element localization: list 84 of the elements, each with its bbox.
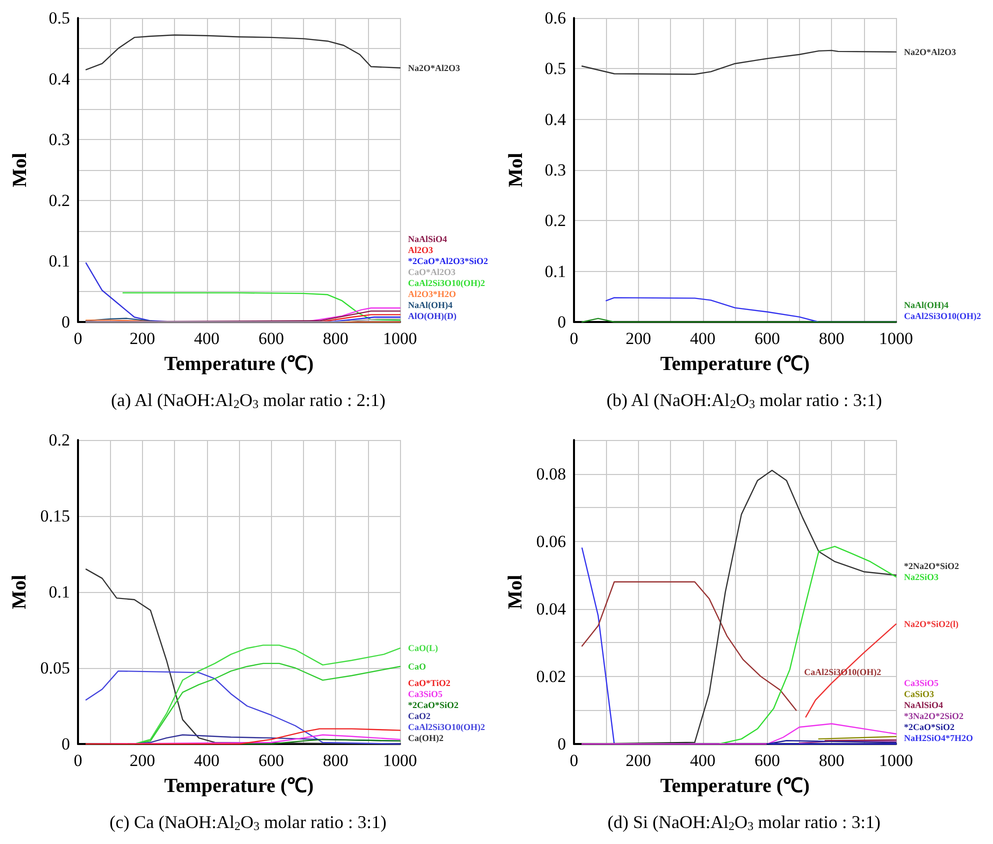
series-label: Na2O*Al2O3 [408,62,460,73]
x-tick-label: 1000 [383,751,417,770]
y-tick-label: 0.04 [536,599,566,618]
series-label: AlO(OH)(D) [408,311,456,321]
x-tick-label: 200 [626,751,652,770]
x-tick-label: 0 [570,329,578,348]
y-tick-label: 0 [62,312,70,332]
series-label: NaAl(OH)4 [904,300,949,310]
y-tick-label: 0.3 [544,160,566,180]
x-tick-label: 800 [322,329,348,348]
y-tick-label: 0.1 [48,252,70,271]
x-tick-label: 400 [690,751,716,770]
y-axis-title: Mol [504,574,526,610]
y-tick-label: 0 [558,312,566,332]
x-tick-label: 600 [754,329,780,348]
x-tick-label: 1000 [879,751,913,770]
text: Al2O3*H2O [408,289,456,299]
x-tick-label: 800 [818,751,844,770]
text: Ca3SiO5 [408,689,444,699]
series-label: Na2O*Al2O3 [904,46,956,57]
x-tick-label: 1000 [383,329,417,348]
series-label: CaAl2Si3O10(OH)2 [904,311,982,321]
y-axis-title: Mol [8,574,30,610]
text: CaSiO3 [904,689,935,699]
y-tick-label: 0.05 [40,658,70,678]
y-tick-label: 0.3 [48,130,70,150]
y-tick-label: 0.5 [48,8,70,28]
x-axis-title: Temperature (℃) [164,775,314,797]
x-axis-title: Temperature (℃) [164,353,314,375]
series-label: Na2O*SiO2(l) [904,619,959,630]
text: NaAlSiO4 [904,700,944,710]
series-label: *2Na2O*SiO2 [904,560,960,571]
y-tick-label: 0 [558,734,566,754]
x-tick-label: 200 [130,329,156,348]
x-tick-label: 800 [322,751,348,770]
x-tick-label: 200 [130,751,156,770]
series-label: NaH2SiO4*7H2O [904,733,974,743]
text: CaAl2Si3O10(OH)2 [408,278,486,288]
x-tick-label: 400 [194,751,220,770]
text: Ca3SiO5 [904,678,940,688]
x-tick-label: 400 [194,329,220,348]
y-tick-label: 0.2 [48,430,70,450]
series-label: *2CaO*SiO2 [904,722,956,732]
y-tick-label: 0.2 [48,190,70,210]
series-label: NaAl(OH)4 [408,300,453,310]
x-tick-label: 400 [690,329,716,348]
text: CaO*Al2O3 [408,267,456,277]
y-axis-title: Mol [9,152,31,188]
text: CaO*TiO2 [408,678,451,688]
series-label: CaAl2Si3O10(OH)2 [408,722,486,732]
y-axis-title: Mol [505,152,527,188]
text: *2CaO*Al2O3*SiO2 [408,256,489,266]
x-tick-label: 200 [626,329,652,348]
y-tick-label: 0.02 [536,666,566,686]
text: *2CaO*SiO2 [408,700,460,710]
y-tick-label: 0.5 [544,59,566,78]
text: Al2O3 [408,245,434,255]
x-tick-label: 600 [258,751,284,770]
x-tick-label: 800 [818,329,844,348]
x-tick-label: 600 [754,751,780,770]
x-tick-label: 0 [74,751,82,770]
y-tick-label: 0.1 [544,262,566,281]
text: *3Na2O*2SiO2 [904,711,964,721]
series-label: Ca(OH)2 [408,733,444,743]
y-tick-label: 0.1 [48,582,70,602]
y-tick-label: 0.08 [536,464,566,484]
y-tick-label: 0.15 [40,506,70,526]
y-tick-label: 0.2 [544,211,566,230]
y-tick-label: 0.4 [544,110,566,129]
x-axis-title: Temperature (℃) [660,353,810,375]
x-tick-label: 0 [570,751,578,770]
text: CaO2 [408,711,431,721]
series-label: CaO(L) [408,643,438,654]
y-tick-label: 0 [62,734,70,754]
series-label: CaO [408,661,426,672]
y-tick-label: 0.4 [48,69,70,88]
x-tick-label: 0 [74,329,82,348]
y-tick-label: 0.06 [536,532,566,551]
x-axis-title: Temperature (℃) [660,775,810,797]
x-tick-label: 1000 [879,329,913,348]
text: NaAlSiO4 [408,234,448,244]
x-tick-label: 600 [258,329,284,348]
y-tick-label: 0.6 [544,8,566,28]
series-label: Na2SiO3 [904,572,940,582]
